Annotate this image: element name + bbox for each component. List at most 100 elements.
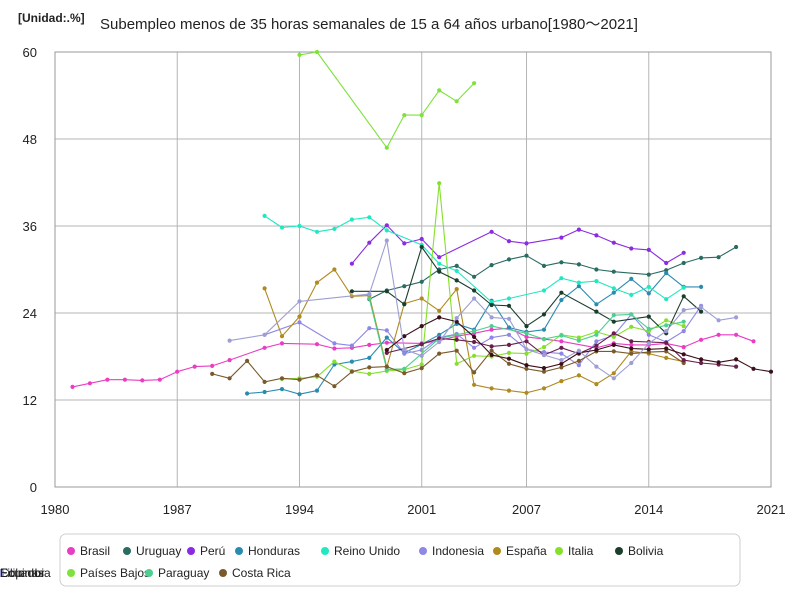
data-point-bolivia — [681, 294, 686, 299]
data-point-paraguay — [541, 337, 547, 342]
legend-item-ecuador: Ecuador — [0, 566, 45, 580]
data-point-espana — [576, 373, 582, 378]
data-point-espana — [279, 334, 285, 339]
data-point-italia — [664, 318, 669, 323]
data-point-costa-rica — [245, 358, 250, 363]
legend-item-peru: Perú — [187, 544, 225, 558]
data-point-peru — [576, 227, 582, 232]
legend-label: España — [506, 544, 547, 558]
legend-item-italia: Italia — [555, 544, 594, 558]
data-point-ecuador — [611, 376, 616, 381]
unit-label: [Unidad:.%] — [18, 11, 85, 25]
data-point-ecuador — [419, 353, 424, 358]
x-tick-label: 2007 — [512, 502, 541, 517]
data-point-filipinas — [472, 339, 477, 345]
data-point-uruguay — [716, 255, 721, 260]
data-point-uruguay — [699, 255, 704, 260]
data-point-uruguay — [472, 274, 477, 279]
data-point-brasil — [122, 377, 127, 382]
data-point-costa-rica — [332, 384, 337, 389]
data-point-reino-unido — [314, 229, 320, 234]
data-point-ecuador — [489, 315, 494, 320]
data-point-uruguay — [419, 279, 424, 284]
series-espana — [262, 267, 686, 395]
x-tick-label: 1980 — [41, 502, 70, 517]
data-point-paraguay — [611, 313, 616, 318]
data-point-costa-rica — [489, 348, 494, 353]
data-point-paises-bajos — [297, 52, 302, 58]
data-point-reino-unido — [349, 217, 354, 222]
data-point-uruguay — [576, 262, 582, 267]
data-point-paraguay — [664, 323, 669, 328]
data-point-espana — [262, 286, 267, 291]
data-point-espana — [541, 386, 547, 391]
legend-item-indonesia: Indonesia — [419, 544, 484, 558]
data-point-uruguay — [541, 263, 547, 268]
data-point-ecuador — [472, 296, 477, 301]
y-tick-label: 36 — [23, 219, 37, 234]
data-point-colombia — [681, 352, 686, 357]
legend-label: Brasil — [80, 544, 110, 558]
data-point-colombia — [646, 347, 651, 352]
data-point-italia — [506, 350, 512, 355]
data-point-bolivia — [349, 289, 354, 294]
data-point-filipinas — [664, 340, 669, 345]
data-point-bolivia — [402, 302, 407, 307]
series-reino-unido — [262, 213, 686, 305]
data-point-bolivia — [472, 288, 477, 293]
data-point-bolivia — [454, 278, 459, 283]
data-point-costa-rica — [349, 369, 354, 374]
data-point-costa-rica — [227, 376, 232, 381]
y-tick-label: 48 — [23, 132, 37, 147]
legend-item-paraguay: Paraguay — [145, 566, 209, 580]
data-point-ecuador — [576, 348, 582, 353]
data-point-espana — [454, 287, 459, 292]
data-point-italia — [437, 181, 442, 186]
data-point-brasil — [140, 378, 145, 383]
data-point-costa-rica — [437, 351, 442, 356]
y-axis-ticks: 0 12 24 36 48 60 — [23, 45, 37, 495]
data-point-brasil — [227, 358, 232, 363]
data-point-paises-bajos — [402, 113, 407, 118]
data-point-costa-rica — [454, 348, 459, 353]
legend-item-costa-rica: Costa Rica — [219, 566, 291, 580]
legend-item-reino-unido: Reino Unido — [321, 544, 400, 558]
legend-marker — [615, 547, 623, 555]
data-point-espana — [314, 280, 320, 285]
data-point-bolivia — [506, 303, 512, 308]
data-point-bolivia — [384, 289, 389, 294]
legend-label: Países Bajos — [80, 566, 150, 580]
data-point-peru — [367, 240, 372, 245]
data-point-italia — [332, 359, 337, 364]
data-point-uruguay — [489, 263, 494, 268]
legend-label: Indonesia — [432, 544, 484, 558]
data-point-honduras — [506, 325, 512, 330]
data-point-peru — [664, 260, 669, 266]
data-point-colombia — [716, 360, 721, 365]
data-point-espana — [594, 382, 599, 387]
data-point-bolivia — [559, 290, 564, 295]
data-point-espana — [489, 386, 494, 391]
data-point-indonesia — [506, 332, 512, 337]
legend-item-bolivia: Bolivia — [615, 544, 664, 558]
data-point-peru — [611, 240, 616, 245]
data-point-italia — [472, 353, 477, 358]
series-line-paraguay — [368, 298, 684, 371]
data-point-peru — [506, 239, 512, 244]
legend-label: Perú — [200, 544, 225, 558]
data-point-bolivia — [419, 244, 424, 250]
legend-marker — [67, 569, 75, 577]
legend-item-espana: España — [493, 544, 547, 558]
data-point-indonesia — [367, 326, 372, 331]
x-tick-label: 1994 — [285, 502, 314, 517]
data-point-brasil — [559, 339, 564, 344]
data-point-honduras — [611, 290, 616, 295]
data-point-honduras — [245, 391, 250, 396]
data-point-uruguay — [524, 253, 529, 258]
data-point-paraguay — [646, 326, 651, 331]
data-point-peru — [594, 233, 599, 238]
data-point-bolivia — [489, 302, 494, 308]
data-point-colombia — [419, 324, 424, 329]
legend-marker — [145, 569, 153, 577]
